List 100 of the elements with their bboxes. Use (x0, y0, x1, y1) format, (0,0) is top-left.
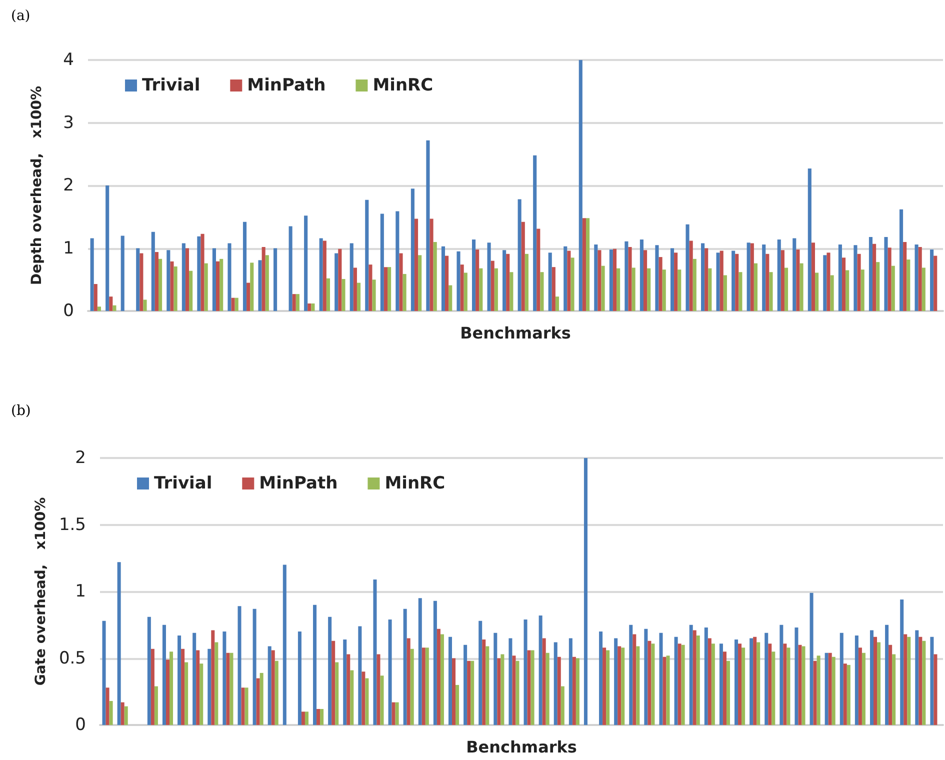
bar (388, 267, 392, 311)
bar (567, 250, 571, 311)
bar (891, 266, 895, 311)
bar (750, 243, 754, 311)
bar (120, 236, 124, 311)
bar (250, 262, 254, 311)
bar (629, 624, 633, 725)
bar (368, 264, 372, 311)
bar (846, 270, 850, 311)
bar (392, 702, 396, 725)
bar (648, 640, 652, 725)
bar (552, 267, 556, 311)
bar (662, 270, 666, 311)
bar (934, 256, 938, 311)
bar (497, 658, 501, 725)
bar (870, 630, 874, 725)
y-tick-label: 3 (63, 112, 74, 133)
bar (764, 632, 768, 725)
bar (738, 272, 742, 311)
bar (857, 254, 861, 311)
bar (546, 652, 550, 725)
bar (903, 242, 907, 311)
bar (365, 200, 369, 311)
bar (402, 274, 406, 311)
bar (726, 660, 730, 725)
bar (548, 252, 552, 311)
bar (568, 638, 572, 725)
bar (662, 656, 666, 725)
bar (777, 239, 781, 311)
bar (216, 261, 220, 311)
bar (808, 168, 812, 311)
bar (308, 303, 312, 311)
bar (811, 242, 816, 311)
bar (464, 644, 468, 725)
bar (542, 638, 546, 725)
bar (196, 650, 200, 725)
bar (704, 628, 708, 725)
bar (226, 652, 230, 725)
chart-title: (b) (11, 403, 31, 419)
bar (704, 248, 708, 311)
bar (147, 616, 151, 725)
bar (166, 250, 170, 311)
bar (512, 656, 516, 725)
bar (784, 268, 788, 311)
bar (674, 252, 678, 311)
bar (320, 708, 324, 725)
bar (143, 300, 147, 311)
bar (560, 686, 564, 725)
bar (900, 600, 904, 725)
bar (708, 268, 712, 311)
bar (214, 642, 218, 725)
bar (373, 579, 377, 725)
bar (930, 250, 934, 311)
bar (304, 712, 308, 725)
bar (200, 664, 204, 725)
bar (106, 688, 110, 725)
bar (524, 254, 528, 311)
bar (800, 263, 804, 311)
bar (456, 251, 460, 311)
bar (527, 650, 531, 725)
bar (486, 646, 490, 725)
bar (502, 250, 506, 311)
x-axis-title: Benchmarks (466, 738, 577, 756)
bar (632, 268, 636, 311)
bar (860, 270, 864, 311)
bar (388, 620, 392, 725)
bar (244, 688, 248, 725)
bar (632, 634, 636, 725)
bar (618, 646, 622, 725)
bar (500, 654, 504, 725)
bar (112, 305, 116, 311)
bar (711, 644, 715, 725)
bar (599, 632, 603, 725)
bar (521, 222, 525, 311)
bar (464, 272, 468, 311)
bar (430, 218, 434, 311)
bar (723, 275, 727, 311)
bar (570, 258, 574, 311)
bar (274, 660, 278, 725)
bar (918, 636, 922, 725)
bar (356, 282, 361, 311)
bar (594, 244, 598, 311)
bar (578, 60, 582, 311)
bar (557, 656, 561, 725)
bar (651, 644, 655, 725)
bar (174, 266, 178, 311)
bar (738, 644, 742, 725)
bar (735, 254, 739, 311)
bar (930, 636, 934, 725)
bar (904, 634, 908, 725)
bar (906, 260, 910, 311)
bar (319, 238, 323, 311)
bar (576, 658, 580, 725)
bar (343, 640, 347, 725)
legend-label: Trivial (154, 474, 212, 494)
bar (452, 658, 456, 725)
bar (689, 624, 693, 725)
bar (313, 604, 317, 725)
bar (338, 248, 342, 311)
bar (94, 284, 98, 311)
